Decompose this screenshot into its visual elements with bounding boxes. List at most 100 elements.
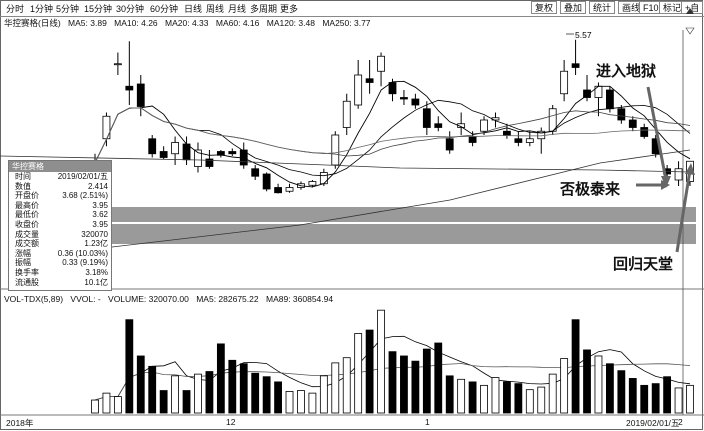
candle-body — [400, 97, 408, 100]
info-row-change: 涨幅 0.36 (10.03%) — [15, 248, 108, 258]
candle-body — [171, 142, 179, 155]
candle — [205, 150, 214, 169]
candle — [571, 39, 580, 75]
volume-bar — [400, 355, 408, 414]
candle-body — [468, 136, 477, 143]
candle-body — [548, 108, 557, 132]
candle-body — [319, 172, 328, 185]
volume-bar — [525, 389, 534, 414]
tab-multi-period[interactable]: 多周期 — [250, 4, 278, 14]
tab-monthly[interactable]: 月线 — [228, 4, 247, 14]
x-axis-end-tail: 2 — [678, 417, 683, 427]
annotation-hell: 进入地狱 — [596, 64, 657, 80]
vol-ma89-label: MA89: 360854.94 — [265, 294, 334, 304]
arrow-return-shaft — [675, 169, 692, 253]
tab-daily[interactable]: 日线 — [184, 4, 203, 14]
volume-bar — [434, 342, 443, 414]
ma60-line — [94, 107, 691, 163]
volume-bar — [548, 373, 557, 414]
tab-1min[interactable]: 1分钟 — [30, 4, 54, 14]
candle — [434, 116, 443, 132]
info-row-value: 数值 2.414 — [15, 181, 108, 191]
candle-body — [285, 187, 294, 192]
tab-weekly[interactable]: 周线 — [206, 4, 225, 14]
f10-button[interactable]: F10 — [639, 1, 663, 14]
candle-body — [274, 187, 282, 194]
x-axis-start: 2018年 — [6, 418, 34, 428]
volume-bar — [651, 383, 660, 414]
candle-body — [148, 138, 157, 155]
candle — [136, 75, 145, 117]
tab-5min[interactable]: 5分钟 — [56, 4, 80, 14]
candle-body — [377, 55, 385, 72]
add-custom-button[interactable]: +自 — [681, 1, 704, 14]
toolbar: 分时 1分钟 5分钟 15分钟 30分钟 60分钟 日线 周线 月线 多周期 更… — [0, 0, 704, 17]
arrow-hell-head — [661, 176, 671, 188]
candle-body — [388, 82, 397, 95]
candle-body — [308, 181, 317, 186]
volume-bar — [102, 392, 111, 414]
volume-bar — [285, 390, 294, 414]
candle-body — [194, 149, 202, 167]
volume-bar — [594, 355, 603, 414]
ma20-label: MA20: 4.33 — [165, 18, 209, 28]
high-marker-text: 5.57 — [575, 30, 592, 40]
x-axis-tick-12: 12 — [226, 417, 236, 427]
candle — [503, 123, 511, 139]
candle — [148, 135, 157, 158]
arrow-recovery-head — [661, 180, 670, 190]
candle-body — [159, 151, 168, 158]
candle-body — [365, 78, 374, 83]
candle — [457, 112, 466, 135]
candle-body — [422, 108, 431, 128]
volume-bar — [205, 371, 214, 414]
info-row-turnover: 换手率 3.18% — [15, 267, 108, 277]
volume-legend: VOL-TDX(5,89) VVOL: - VOLUME: 320070.00 … — [4, 294, 338, 304]
restore-rights-button[interactable]: 复权 — [531, 1, 558, 14]
info-row-time: 时间 2019/02/01/五 — [15, 172, 108, 181]
ma5-line — [94, 80, 691, 188]
volume-bar — [113, 396, 122, 414]
candle — [285, 183, 294, 193]
candle — [560, 60, 569, 102]
vvol-label: VVOL: - — [70, 294, 101, 304]
vol-ma5-label: MA5: 282675.22 — [196, 294, 259, 304]
candle — [331, 131, 340, 169]
volume-bar — [640, 384, 649, 414]
annotation-return: 回归天堂 — [613, 257, 674, 273]
candle — [365, 60, 374, 94]
overlay-button[interactable]: 叠加 — [560, 1, 587, 14]
volume-bar — [331, 362, 340, 414]
tab-15min[interactable]: 15分钟 — [84, 4, 113, 14]
candle — [308, 180, 317, 188]
candle — [640, 123, 649, 139]
volume-bar — [159, 390, 168, 414]
candle-body — [503, 130, 511, 136]
info-panel[interactable]: 华控赛格 时间 2019/02/01/五 数值 2.414 开盘价 3.68 (2.5… — [8, 160, 112, 291]
candle — [422, 101, 431, 135]
candle-body — [411, 98, 420, 106]
tab-60min[interactable]: 60分钟 — [150, 4, 179, 14]
ma250-line — [111, 149, 691, 248]
tab-30min[interactable]: 30分钟 — [116, 4, 145, 14]
candle — [411, 93, 420, 109]
candle — [514, 131, 523, 147]
stats-button[interactable]: 统计 — [589, 1, 616, 14]
scroll-up-icon[interactable] — [686, 8, 694, 14]
tab-fenshi[interactable]: 分时 — [6, 4, 25, 14]
info-row-close: 收盘价 3.95 — [15, 219, 108, 229]
ma60-label: MA60: 4.16 — [215, 18, 260, 28]
ma250-label: MA250: 3.77 — [322, 18, 371, 28]
candle-body — [125, 85, 134, 91]
volume-bar — [583, 349, 591, 414]
candle — [102, 112, 111, 147]
candle-body — [102, 115, 111, 140]
volume-bar — [354, 333, 363, 414]
candle-body — [331, 134, 340, 166]
tab-more[interactable]: 更多 — [280, 4, 299, 14]
volume-bar — [216, 343, 225, 414]
candle — [159, 146, 168, 159]
candle — [125, 41, 134, 105]
candle-body — [480, 119, 488, 132]
